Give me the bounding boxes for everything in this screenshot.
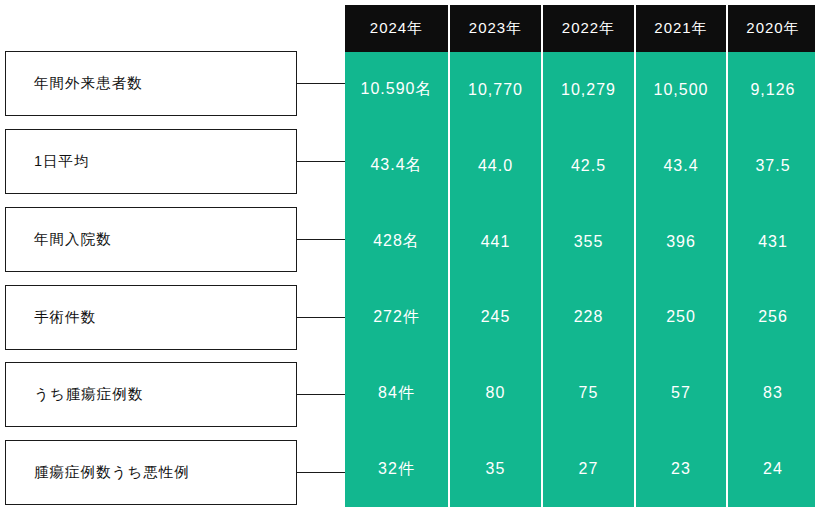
row-label: 手術件数 [34, 308, 96, 327]
stat-value-cell: 250 [636, 279, 726, 355]
row-label-box: 年間外来患者数 [5, 51, 297, 116]
connector-line [297, 161, 345, 162]
stat-value-cell: 228 [543, 279, 634, 355]
row-label: 1日平均 [34, 152, 90, 171]
stat-value-cell: 37.5 [728, 128, 815, 204]
row-label: 年間入院数 [34, 230, 112, 249]
stat-value-cell: 27 [543, 431, 634, 507]
row-label-box: 腫瘍症例数うち悪性例 [5, 440, 297, 505]
row-label-box: 手術件数 [5, 285, 297, 350]
connector-line [297, 317, 345, 318]
stat-value-cell: 32件 [345, 431, 448, 507]
connector-line [297, 239, 345, 240]
stat-value-cell: 441 [450, 204, 541, 280]
connector-line [297, 83, 345, 84]
stat-value-cell: 43.4 [636, 128, 726, 204]
year-column-header: 2020年 [728, 5, 815, 52]
stat-value-cell: 10,279 [543, 52, 634, 128]
stat-value-cell: 396 [636, 204, 726, 280]
stat-value-cell: 80 [450, 355, 541, 431]
stat-value-cell: 57 [636, 355, 726, 431]
row-label-box: 1日平均 [5, 129, 297, 194]
stat-value-cell: 272件 [345, 279, 448, 355]
row-label-box: 年間入院数 [5, 207, 297, 272]
year-column-header: 2024年 [345, 5, 448, 52]
row-label: 年間外来患者数 [34, 74, 143, 93]
year-column-header: 2021年 [636, 5, 726, 52]
stat-value-cell: 24 [728, 431, 815, 507]
stat-value-cell: 256 [728, 279, 815, 355]
stat-value-cell: 355 [543, 204, 634, 280]
connector-line [297, 394, 345, 395]
stat-value-cell: 84件 [345, 355, 448, 431]
stat-value-cell: 10,500 [636, 52, 726, 128]
row-label-box: うち腫瘍症例数 [5, 362, 297, 427]
year-column: 2023年10,77044.04412458035 [450, 5, 541, 507]
stat-value-cell: 431 [728, 204, 815, 280]
year-column: 2021年10,50043.43962505723 [636, 5, 726, 507]
row-label: うち腫瘍症例数 [34, 385, 143, 404]
stat-value-cell: 428名 [345, 204, 448, 280]
stat-value-cell: 10,770 [450, 52, 541, 128]
stat-value-cell: 43.4名 [345, 128, 448, 204]
stat-value-cell: 35 [450, 431, 541, 507]
stat-value-cell: 245 [450, 279, 541, 355]
stat-value-cell: 42.5 [543, 128, 634, 204]
row-label: 腫瘍症例数うち悪性例 [34, 463, 190, 482]
year-column: 2022年10,27942.53552287527 [543, 5, 634, 507]
stat-value-cell: 75 [543, 355, 634, 431]
year-table: 2024年10.590名43.4名428名272件84件32件2023年10,7… [345, 5, 815, 507]
connector-line [297, 472, 345, 473]
stat-value-cell: 23 [636, 431, 726, 507]
stat-value-cell: 44.0 [450, 128, 541, 204]
year-column-header: 2022年 [543, 5, 634, 52]
stat-value-cell: 9,126 [728, 52, 815, 128]
year-column: 2024年10.590名43.4名428名272件84件32件 [345, 5, 448, 507]
clinic-statistics-figure: 2024年10.590名43.4名428名272件84件32件2023年10,7… [0, 0, 815, 517]
year-column: 2020年9,12637.54312568324 [728, 5, 815, 507]
year-column-header: 2023年 [450, 5, 541, 52]
stat-value-cell: 83 [728, 355, 815, 431]
stat-value-cell: 10.590名 [345, 52, 448, 128]
